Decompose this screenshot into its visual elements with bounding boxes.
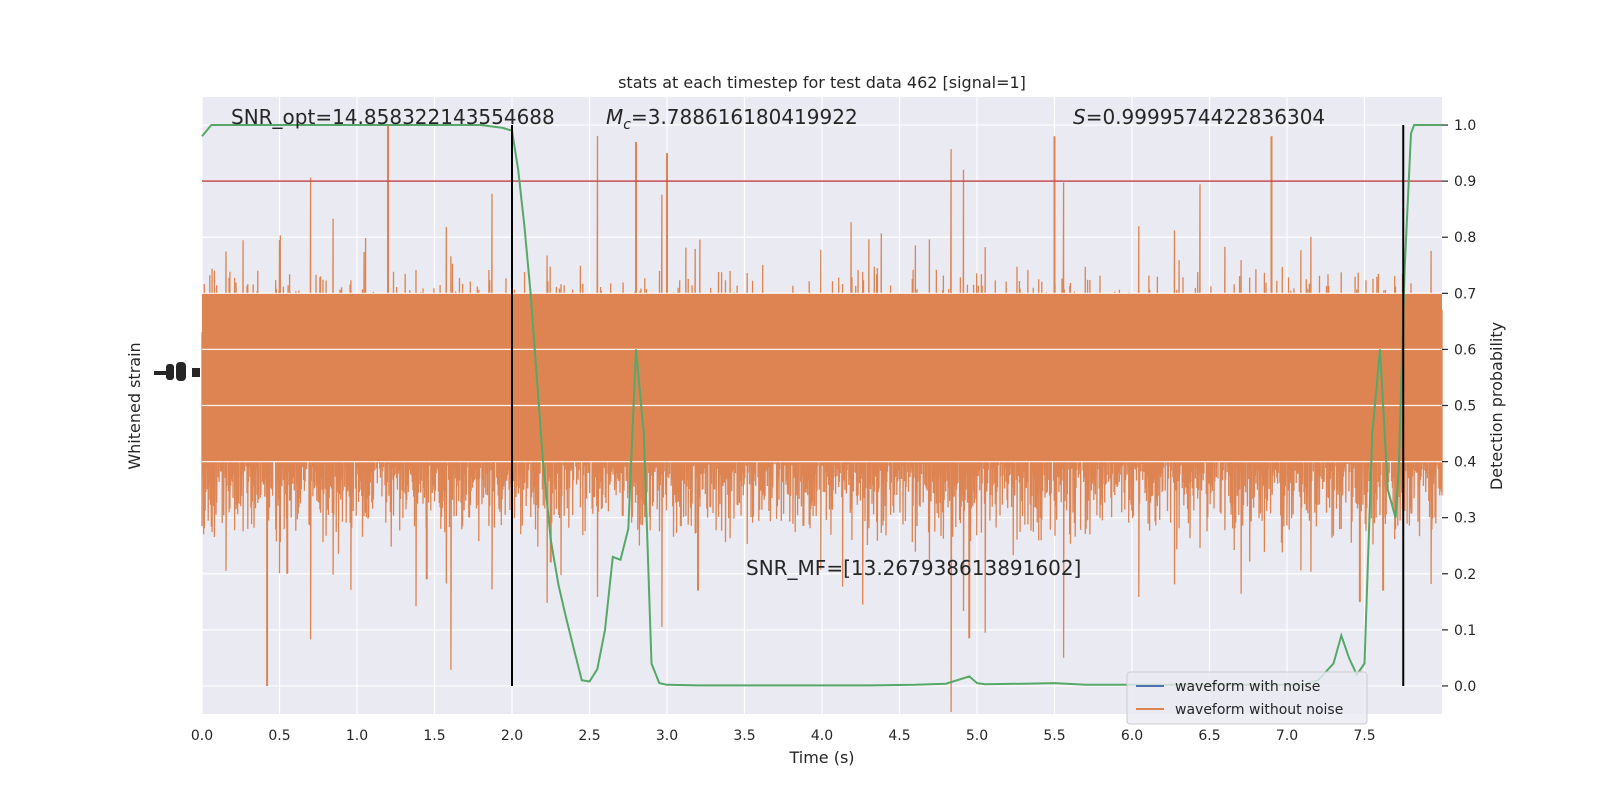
y-tick-label: 0.2 xyxy=(1454,567,1476,583)
legend: waveform with noise waveform without noi… xyxy=(1126,671,1368,725)
x-tick-label: 6.5 xyxy=(1198,728,1220,744)
y-tick-label: 0.5 xyxy=(1454,399,1476,415)
x-tick-label: 2.5 xyxy=(578,728,600,744)
y-axis-ticks-right: 0.0 0.1 0.2 0.3 0.4 0.5 0.6 0.7 0.8 0.9 1.0 xyxy=(1442,118,1476,695)
legend-box xyxy=(1126,671,1368,725)
score-symbol: S xyxy=(1073,105,1086,129)
probability-line xyxy=(201,124,1442,687)
x-tick-label: 3.0 xyxy=(656,728,678,744)
x-axis-label: Time (s) xyxy=(788,748,854,767)
x-tick-label: 7.5 xyxy=(1353,728,1375,744)
x-tick-label: 3.5 xyxy=(733,728,755,744)
chirp-mass-subscript: c xyxy=(623,117,631,133)
x-tick-label: 4.0 xyxy=(811,728,833,744)
chirp-mass-value: =3.788616180419922 xyxy=(631,105,858,129)
y-tick-label: 0.6 xyxy=(1454,342,1476,358)
vertical-markers xyxy=(511,125,1405,686)
probability-series xyxy=(201,124,1442,687)
x-tick-label: 5.0 xyxy=(966,728,988,744)
x-axis-ticks: 0.0 0.5 1.0 1.5 2.0 2.5 3.0 3.5 4.0 4.5 5.0 5.5 6.0 6… xyxy=(191,728,1376,744)
y-tick-label: 1.0 xyxy=(1454,118,1476,134)
x-tick-label: 0.5 xyxy=(268,728,290,744)
legend-label-without-noise: waveform without noise xyxy=(1175,702,1343,718)
x-tick-label: 1.5 xyxy=(423,728,445,744)
chirp-mass-annotation: Mc=3.788616180419922 xyxy=(606,105,858,133)
y-tick-label: 0.0 xyxy=(1454,679,1476,695)
chart-title: stats at each timestep for test data 462… xyxy=(618,73,1026,92)
left-axis-ticks xyxy=(154,362,200,381)
y-axis-label-right: Detection probability xyxy=(1487,322,1506,490)
x-tick-label: 5.5 xyxy=(1043,728,1065,744)
y-tick-label: 0.1 xyxy=(1454,623,1476,639)
y-tick-label: 0.8 xyxy=(1454,230,1476,246)
x-tick-label: 0.0 xyxy=(191,728,213,744)
score-annotation: S=0.9999574422836304 xyxy=(1073,105,1325,129)
y-tick-label: 0.9 xyxy=(1454,174,1476,190)
y-tick-label: 0.3 xyxy=(1454,511,1476,527)
y-tick-label: 0.7 xyxy=(1454,286,1476,302)
strain-series xyxy=(201,125,1443,713)
strain-band-core xyxy=(202,293,1442,462)
x-tick-label: 1.0 xyxy=(346,728,368,744)
x-tick-label: 7.0 xyxy=(1276,728,1298,744)
y-axis-label-left: Whitened strain xyxy=(125,342,144,469)
snr-mf-annotation: SNR_MF=[13.267938613891602] xyxy=(746,556,1081,580)
x-tick-label: 4.5 xyxy=(888,728,910,744)
y-tick-label: 0.4 xyxy=(1454,455,1476,471)
chirp-mass-symbol: M xyxy=(606,105,623,129)
x-tick-label: 6.0 xyxy=(1121,728,1143,744)
score-value: =0.9999574422836304 xyxy=(1086,105,1325,129)
x-tick-label: 2.0 xyxy=(501,728,523,744)
legend-label-with-noise: waveform with noise xyxy=(1175,679,1320,695)
snr-opt-annotation: SNR_opt=14.858322143554688 xyxy=(231,105,555,129)
